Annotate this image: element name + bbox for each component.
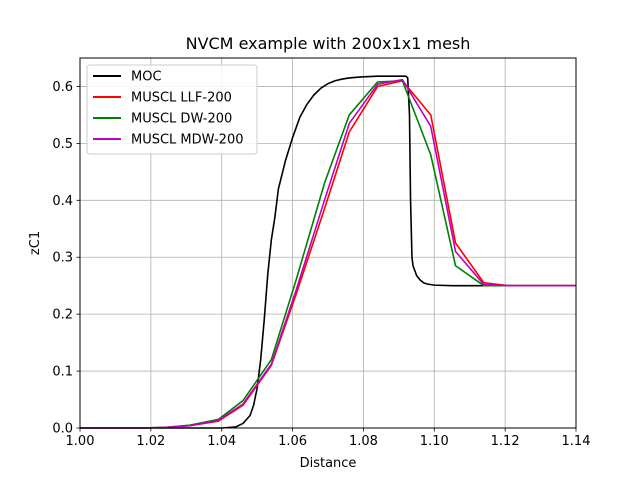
y-tick-label: 0.2 <box>52 308 73 323</box>
x-tick-label: 1.06 <box>278 434 307 449</box>
x-tick-label: 1.14 <box>562 434 591 449</box>
y-tick-label: 0.0 <box>52 422 73 437</box>
legend: MOC MUSCL LLF-200 MUSCL DW-200 MUSCL MDW… <box>86 64 258 155</box>
series-layer <box>80 75 576 429</box>
muscl-mdw-200-line <box>80 78 576 429</box>
y-tick-label: 0.5 <box>52 137 73 152</box>
y-tick-label: 0.1 <box>52 365 73 380</box>
y-tick-label: 0.6 <box>52 80 73 95</box>
y-axis: 0.0 0.1 0.2 0.3 0.4 0.5 0.6 <box>52 80 80 437</box>
chart-title: NVCM example with 200x1x1 mesh <box>186 34 471 53</box>
x-tick-label: 1.00 <box>66 434 95 449</box>
y-tick-label: 0.3 <box>52 251 73 266</box>
plot-frame <box>79 57 577 429</box>
x-axis: 1.00 1.02 1.04 1.06 1.08 1.10 1.12 1.14 <box>66 428 591 449</box>
x-tick-label: 1.08 <box>349 434 378 449</box>
legend-label-mdw: MUSCL MDW-200 <box>131 133 244 148</box>
x-tick-label: 1.12 <box>491 434 520 449</box>
legend-label-moc: MOC <box>131 70 162 85</box>
legend-label-dw: MUSCL DW-200 <box>131 112 232 127</box>
x-tick-label: 1.10 <box>420 434 449 449</box>
x-tick-label: 1.02 <box>136 434 165 449</box>
x-tick-label: 1.04 <box>207 434 236 449</box>
legend-box <box>86 64 258 155</box>
y-tick-label: 0.4 <box>52 194 73 209</box>
y-axis-label: zC1 <box>28 231 43 255</box>
x-axis-label: Distance <box>300 456 357 471</box>
legend-label-llf: MUSCL LLF-200 <box>131 91 232 106</box>
